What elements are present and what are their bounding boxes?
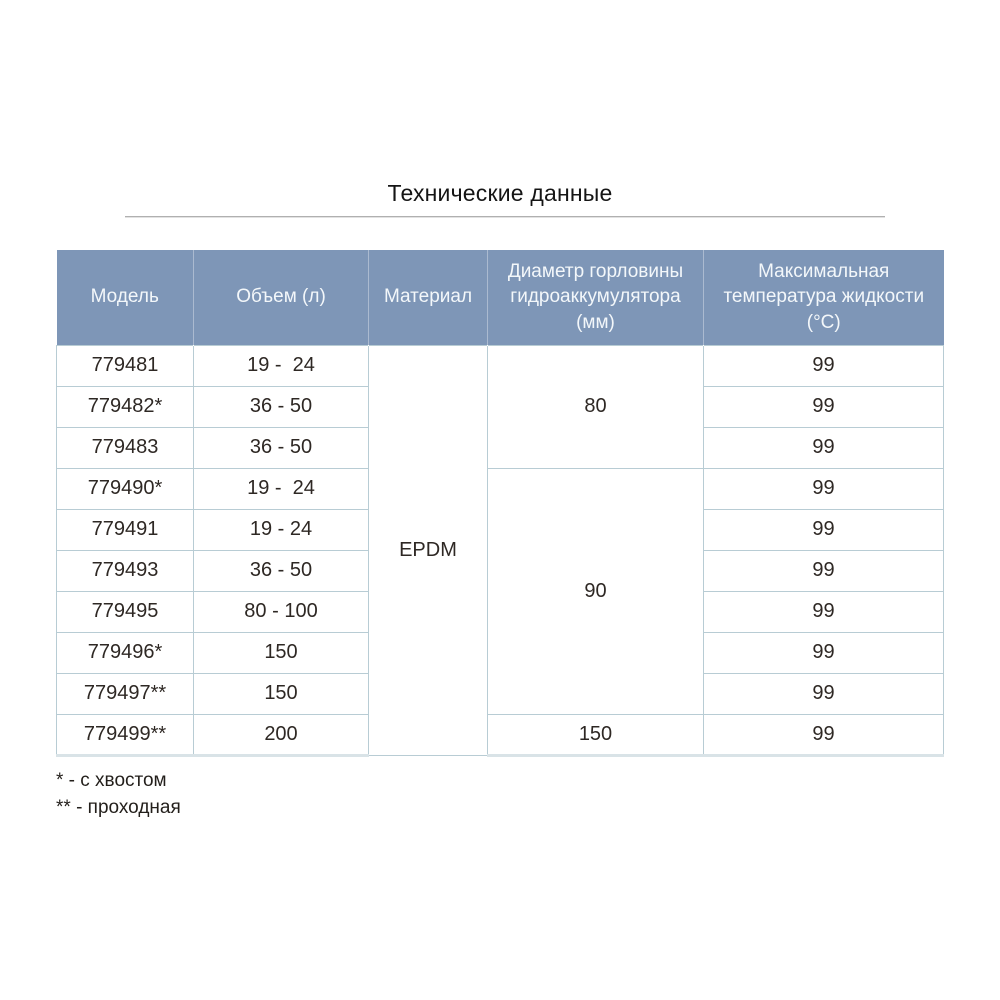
model-cell: 779490* bbox=[56, 467, 194, 510]
model-cell: 779481 bbox=[56, 344, 194, 387]
table-row: 779499** 200 150 99 bbox=[56, 713, 944, 757]
footnotes: * - с хвостом ** - проходная bbox=[56, 767, 181, 821]
header-material: Материал bbox=[368, 250, 488, 345]
table-row: 779493 36 - 50 99 bbox=[56, 549, 944, 592]
table-row: 779497** 150 99 bbox=[56, 672, 944, 715]
model-cell: 779496* bbox=[56, 631, 194, 674]
diameter-cell-150: 150 bbox=[487, 713, 704, 757]
diameter-cell-80: 80 bbox=[487, 344, 704, 469]
header-diameter: Диаметр горловины гидроаккумулятора (мм) bbox=[487, 250, 704, 345]
header-model: Модель bbox=[56, 250, 194, 345]
model-cell: 779495 bbox=[56, 590, 194, 633]
volume-cell: 80 - 100 bbox=[193, 590, 369, 633]
temp-cell: 99 bbox=[703, 631, 944, 674]
diameter-cell-90: 90 bbox=[487, 467, 704, 715]
model-cell: 779497** bbox=[56, 672, 194, 715]
temp-cell: 99 bbox=[703, 713, 944, 757]
temp-cell: 99 bbox=[703, 467, 944, 510]
table-row: 779482* 36 - 50 99 bbox=[56, 385, 944, 428]
table-row: 779490* 19 - 24 90 99 bbox=[56, 467, 944, 715]
model-cell: 779499** bbox=[56, 713, 194, 757]
model-cell: 779491 bbox=[56, 508, 194, 551]
volume-cell: 19 - 24 bbox=[193, 467, 369, 510]
temp-cell: 99 bbox=[703, 426, 944, 469]
footnote-through: ** - проходная bbox=[56, 797, 181, 818]
model-cell: 779493 bbox=[56, 549, 194, 592]
temp-cell: 99 bbox=[703, 672, 944, 715]
volume-cell: 150 bbox=[193, 672, 369, 715]
technical-data-table: Модель Объем (л) Материал Диаметр горлов… bbox=[56, 250, 944, 757]
table-row: 779483 36 - 50 99 bbox=[56, 426, 944, 469]
temp-cell: 99 bbox=[703, 385, 944, 428]
table-row: 779495 80 - 100 99 bbox=[56, 590, 944, 633]
footnote-tail: * - с хвостом bbox=[56, 770, 167, 791]
volume-cell: 200 bbox=[193, 713, 369, 757]
temp-cell: 99 bbox=[703, 549, 944, 592]
table-row: 779491 19 - 24 99 bbox=[56, 508, 944, 551]
header-row: Модель Объем (л) Материал Диаметр горлов… bbox=[56, 250, 944, 345]
model-cell: 779482* bbox=[56, 385, 194, 428]
header-volume: Объем (л) bbox=[193, 250, 369, 345]
temp-cell: 99 bbox=[703, 590, 944, 633]
header-max-temp: Максимальная температура жидкости (°C) bbox=[703, 250, 944, 345]
table-body: 779481 19 - 24 EPDM 80 99 779482* 36 - 5… bbox=[56, 344, 944, 757]
volume-cell: 36 - 50 bbox=[193, 426, 369, 469]
volume-cell: 150 bbox=[193, 631, 369, 674]
title-divider bbox=[125, 216, 885, 218]
volume-cell: 36 - 50 bbox=[193, 549, 369, 592]
temp-cell: 99 bbox=[703, 508, 944, 551]
material-cell: EPDM bbox=[368, 344, 488, 756]
page-title: Технические данные bbox=[387, 180, 613, 206]
model-cell: 779483 bbox=[56, 426, 194, 469]
table-header: Модель Объем (л) Материал Диаметр горлов… bbox=[56, 250, 944, 345]
table-row: 779496* 150 99 bbox=[56, 631, 944, 674]
volume-cell: 36 - 50 bbox=[193, 385, 369, 428]
volume-cell: 19 - 24 bbox=[193, 508, 369, 551]
volume-cell: 19 - 24 bbox=[193, 344, 369, 387]
table-row: 779481 19 - 24 EPDM 80 99 bbox=[56, 344, 944, 756]
temp-cell: 99 bbox=[703, 344, 944, 387]
